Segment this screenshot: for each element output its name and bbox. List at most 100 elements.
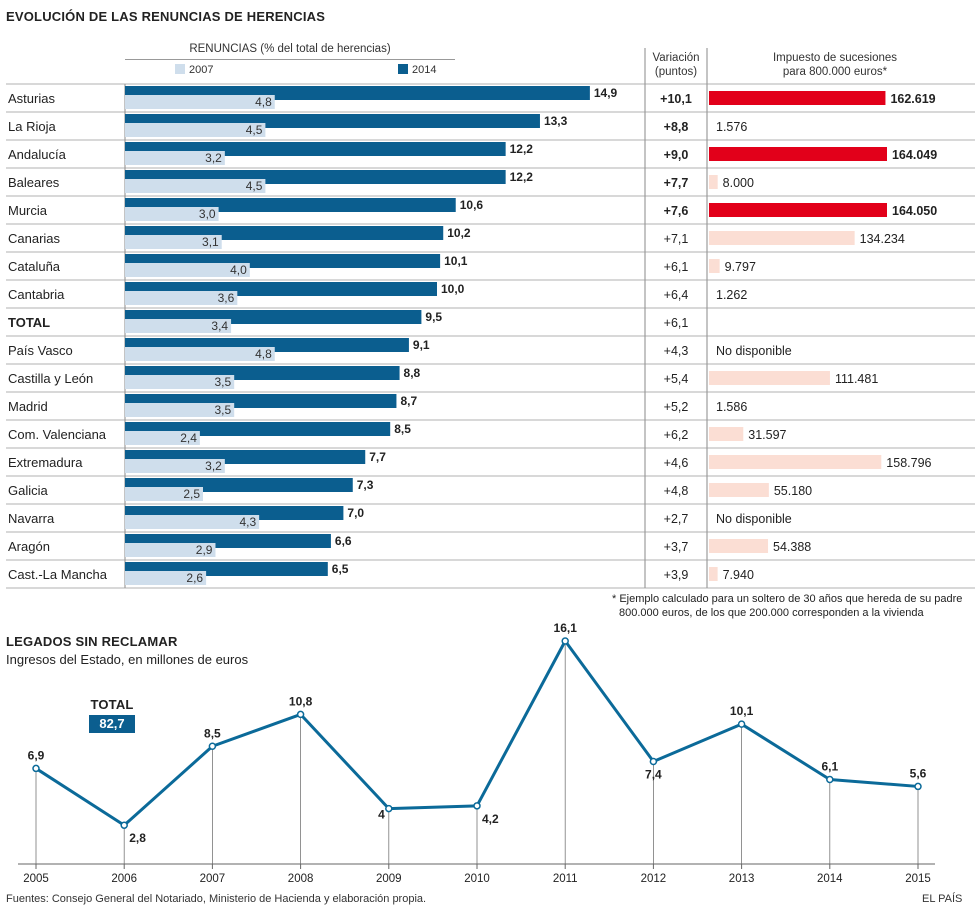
region-label: Madrid <box>8 399 48 414</box>
bar-2007 <box>125 95 275 109</box>
region-label: Galicia <box>8 483 49 498</box>
bar-2014-value: 12,2 <box>510 170 534 184</box>
bar-2007 <box>125 263 250 277</box>
bar-2014-value: 8,7 <box>400 394 417 408</box>
bar-2007-value: 4,3 <box>239 515 256 529</box>
bar-2007-value: 4,8 <box>255 347 272 361</box>
region-label: Navarra <box>8 511 55 526</box>
variation-value: +6,4 <box>664 288 689 302</box>
tax-value: 55.180 <box>774 484 812 498</box>
tax-value: 164.050 <box>892 204 937 218</box>
x-tick-label: 2011 <box>553 873 578 885</box>
bar-2007 <box>125 151 225 165</box>
variation-value: +6,1 <box>664 316 689 330</box>
bar-2014-value: 7,0 <box>347 506 364 520</box>
region-label: Andalucía <box>8 147 67 162</box>
data-label: 10,8 <box>289 694 313 708</box>
bar-2014-value: 9,1 <box>413 338 430 352</box>
data-point <box>649 757 658 766</box>
data-point <box>826 775 834 784</box>
bar-header: RENUNCIAS (% del total de herencias) <box>189 43 391 55</box>
bar-header-rule <box>125 59 455 60</box>
legados-chart: 2005 2006 2007 2008 2009 2010 2011 2012 2013 2014… <box>18 621 935 885</box>
data-point <box>737 720 746 728</box>
bar-2014-value: 6,6 <box>335 534 352 548</box>
bar-2007-value: 4,0 <box>230 263 247 277</box>
region-label: País Vasco <box>8 343 73 358</box>
bar-2007 <box>125 543 216 557</box>
bar-2014-value: 13,3 <box>544 114 568 128</box>
legend-2014: 2014 <box>398 64 436 76</box>
bar-2014-value: 10,6 <box>460 198 484 212</box>
variation-value: +4,6 <box>664 456 689 470</box>
bar-2007 <box>125 235 222 249</box>
bottom-chart-subtitle: Ingresos del Estado, en millones de euro… <box>6 652 249 667</box>
data-label: 2,8 <box>129 831 146 845</box>
bar-2014-value: 7,3 <box>357 478 374 492</box>
data-label: 16,1 <box>554 621 578 635</box>
variation-value: +2,7 <box>664 512 689 526</box>
bar-2007 <box>125 347 275 361</box>
tax-value: 111.481 <box>835 372 878 386</box>
bar-2014-value: 14,9 <box>594 86 618 100</box>
legend-2014-label: 2014 <box>412 64 437 76</box>
bar-2007 <box>125 487 203 501</box>
bar-2014-value: 9,5 <box>425 310 442 324</box>
variation-value: +5,2 <box>664 400 689 414</box>
data-label: 10,1 <box>730 704 754 718</box>
x-tick-label: 2007 <box>200 873 226 885</box>
bar-2014-value: 10,0 <box>441 282 465 296</box>
top-chart-title: EVOLUCIÓN DE LAS RENUNCIAS DE HERENCIAS <box>6 9 326 24</box>
bar-2007 <box>125 431 200 445</box>
tax-bar <box>709 203 887 217</box>
x-tick-label: 2008 <box>288 873 314 885</box>
data-point <box>32 764 40 773</box>
bar-2007-value: 3,5 <box>215 375 232 389</box>
bar-2014-value: 10,2 <box>447 226 471 240</box>
sources: Fuentes: Consejo General del Notariado, … <box>6 893 427 905</box>
total-label: TOTAL <box>90 697 134 712</box>
tax-header-line-2: para 800.000 euros* <box>782 66 888 78</box>
variation-value: +7,1 <box>664 232 689 246</box>
bar-2007 <box>125 459 225 473</box>
bar-2007 <box>125 571 207 585</box>
tax-value: 31.597 <box>748 428 786 442</box>
data-label: 8,5 <box>204 726 221 740</box>
bar-2007 <box>125 207 219 221</box>
tax-bar <box>709 455 882 469</box>
bar-2007-value: 3,2 <box>205 151 222 165</box>
bar-2007-value: 3,5 <box>215 403 232 417</box>
variation-value: +3,9 <box>664 568 689 582</box>
bar-2007-value: 3,1 <box>202 235 219 249</box>
bar-2014-value: 8,5 <box>394 422 411 436</box>
bar-2007-value: 2,4 <box>180 431 197 445</box>
bar-2007-value: 3,6 <box>218 291 235 305</box>
tax-value: 162.619 <box>890 92 935 106</box>
bar-2014-value: 12,2 <box>510 142 534 156</box>
x-tick-label: 2006 <box>111 873 137 885</box>
x-tick-label: 2009 <box>376 873 402 885</box>
variation-value: +8,8 <box>664 120 689 134</box>
footnote-line-1: * Ejemplo calculado para un soltero de 3… <box>612 593 963 605</box>
variation-value: +6,1 <box>664 260 689 274</box>
bar-2007 <box>125 319 232 333</box>
tax-value: 54.388 <box>773 540 811 554</box>
brand: EL PAÍS <box>922 893 963 905</box>
tax-bar <box>709 483 769 497</box>
data-point <box>296 710 305 719</box>
x-tick-label: 2005 <box>23 873 49 885</box>
region-label: Cataluña <box>8 259 61 274</box>
data-point <box>561 637 569 645</box>
data-point <box>385 804 393 813</box>
bar-2007-value: 2,6 <box>186 571 203 585</box>
region-label: Aragón <box>8 539 50 554</box>
x-tick-label: 2010 <box>464 873 490 885</box>
variation-header-line-2: (puntos) <box>654 66 698 78</box>
region-label: Canarias <box>8 231 61 246</box>
bar-2007-value: 3,0 <box>199 207 216 221</box>
x-tick-label: 2012 <box>641 873 667 885</box>
data-point <box>208 742 217 751</box>
tax-bar <box>709 175 718 189</box>
region-label: Baleares <box>8 175 60 190</box>
data-point <box>914 782 922 791</box>
